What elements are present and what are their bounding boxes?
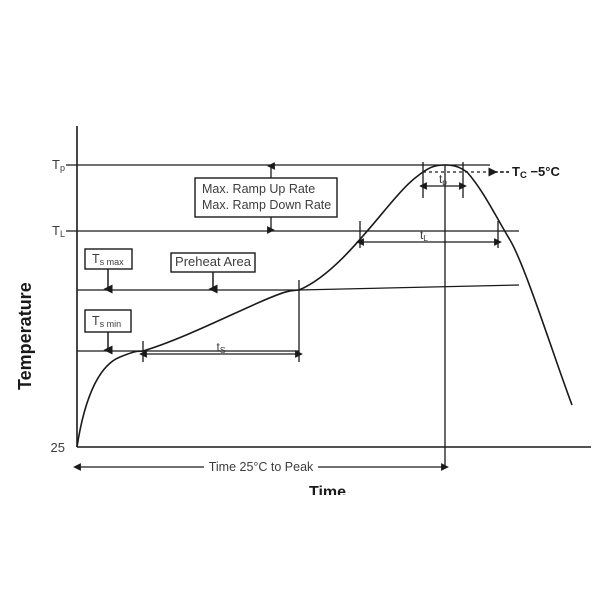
svg-text:tL: tL [420,228,428,243]
svg-text:TL: TL [52,223,65,239]
svg-text:Preheat Area: Preheat Area [175,254,252,269]
svg-text:25: 25 [51,440,65,455]
svg-text:tp: tp [439,172,447,187]
svg-text:Tp: Tp [52,157,65,173]
svg-text:Max. Ramp Up Rate: Max. Ramp Up Rate [202,182,315,196]
svg-text:Time 25°C to Peak: Time 25°C to Peak [209,460,314,474]
svg-text:TC −5°C: TC −5°C [512,164,560,181]
svg-text:tS: tS [216,340,225,355]
svg-text:Max. Ramp Down Rate: Max. Ramp Down Rate [202,198,331,212]
